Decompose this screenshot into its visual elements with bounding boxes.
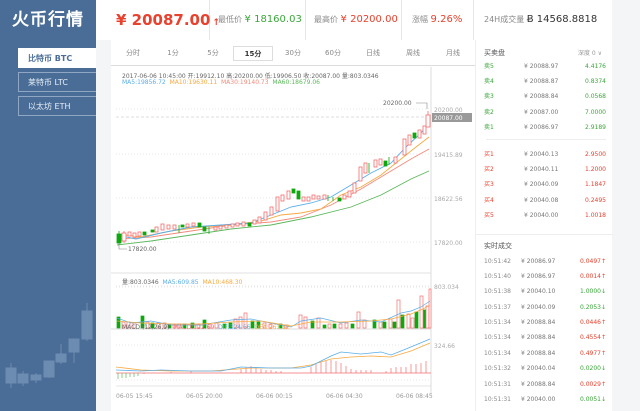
orderbook-panel: 买卖盘 深度 0 ∨ 卖5 ¥ 20088.97 4.4176 卖4 ¥ 20088.… <box>475 40 613 411</box>
tab-monthly[interactable]: 月线 <box>446 49 460 57</box>
interval-tabs: 分时 1分 5分 15分 30分 60分 日线 周线 月线 <box>111 40 475 66</box>
volume-value: Ƀ 14568.8818 <box>526 14 598 25</box>
time-label-1: 06-05 20:00 <box>186 393 223 400</box>
trade-row: 10:51:34 ¥ 20088.84 0.4554↑ <box>484 334 606 341</box>
dea-value: DEA:263.32 <box>254 324 290 331</box>
trade-row: 10:51:40 ¥ 20086.97 0.0014↑ <box>484 273 606 280</box>
svg-text:324.66: 324.66 <box>434 343 455 350</box>
ma10-value: MA10:19630.11 <box>169 79 218 86</box>
ma-info: MA5:19856.72 MA10:19630.11 MA30:19140.73… <box>122 79 320 86</box>
trade-row: 10:51:34 ¥ 20088.84 0.4977↑ <box>484 350 606 357</box>
volume-info: 量:803.0346 MA5:609.85 MA10:468.30 <box>122 277 242 286</box>
volume-24h: 24H成交量 Ƀ 14568.8818 <box>474 0 612 40</box>
ma5-value: MA5:19856.72 <box>122 79 166 86</box>
ticker-header: ¥ 20087.00 ↑ 最低价 ¥ 18160.03 最高价 ¥ 20200.0… <box>96 0 612 40</box>
trade-row: 10:51:38 ¥ 20040.10 1.0000↓ <box>484 288 606 295</box>
divider <box>476 234 613 235</box>
sidebar-item-btc[interactable]: 比特币 BTC <box>18 48 96 68</box>
high-price-value: ¥ 20200.00 <box>340 14 398 25</box>
bid-row: 买5 ¥ 20040.00 1.0018 <box>484 212 606 219</box>
min-price-marker: 17820.00 <box>128 246 157 253</box>
trade-row: 10:51:37 ¥ 20040.09 0.2053↓ <box>484 304 606 311</box>
sidebar-item-eth[interactable]: 以太坊 ETH <box>18 96 96 116</box>
tab-daily[interactable]: 日线 <box>366 49 380 57</box>
svg-text:17820.00: 17820.00 <box>434 240 463 247</box>
volume-ma5: MA5:609.85 <box>162 279 199 286</box>
tab-60min[interactable]: 60分 <box>325 49 341 57</box>
last-price-value: ¥ 20087.00 <box>116 11 211 29</box>
svg-text:18622.56: 18622.56 <box>434 196 463 203</box>
low-price-label: 最低价 <box>218 15 242 24</box>
volume-ma10: MA10:468.30 <box>202 279 243 286</box>
svg-text:803.034: 803.034 <box>434 284 459 291</box>
sidebar: 火币行情 比特币 BTC 莱特币 LTC 以太坊 ETH <box>0 0 96 411</box>
dif-value: DIF:324.66 <box>218 324 251 331</box>
tab-weekly[interactable]: 周线 <box>406 49 420 57</box>
bid-row: 买2 ¥ 20040.11 1.2000 <box>484 166 606 173</box>
bid-row: 买3 ¥ 20040.09 1.1847 <box>484 181 606 188</box>
macd-params: MACD (12,26,9) <box>122 324 170 331</box>
up-arrow-icon: ↑ <box>212 18 220 28</box>
decorative-candles-icon <box>5 303 93 388</box>
change-value: 9.26% <box>430 14 463 25</box>
macd-value: MACD:122.69 <box>173 324 215 331</box>
trades-title: 实时成交 <box>484 242 512 250</box>
svg-text:20087.00: 20087.00 <box>434 115 463 122</box>
ohlc-info: 2017-06-06 10:45:00 开:19912.10 高:20200.0… <box>122 73 379 80</box>
time-label-3: 06-06 04:30 <box>326 393 363 400</box>
sidebar-item-ltc[interactable]: 莱特币 LTC <box>18 72 96 92</box>
tab-5min[interactable]: 5分 <box>207 49 219 57</box>
last-price: ¥ 20087.00 ↑ <box>96 0 220 40</box>
ask-row: 卖5 ¥ 20088.97 4.4176 <box>484 63 606 70</box>
app-title: 火币行情 <box>12 10 84 30</box>
trade-row: 10:51:31 ¥ 20040.00 0.0051↓ <box>484 396 606 403</box>
tab-30min[interactable]: 30分 <box>285 49 301 57</box>
ask-row: 卖4 ¥ 20088.87 0.8374 <box>484 78 606 85</box>
change-percent: 涨幅 9.26% <box>402 0 474 40</box>
orderbook-title: 买卖盘 <box>484 49 505 57</box>
divider <box>486 139 606 140</box>
candlestick-chart[interactable]: 20200.00 17820.00 20200.00 20087.00 1941… <box>111 67 475 411</box>
kline-chart-panel: 分时 1分 5分 15分 30分 60分 日线 周线 月线 2017-06-06… <box>111 40 475 411</box>
macd-info: MACD (12,26,9) MACD:122.69 DIF:324.66 DE… <box>122 324 290 331</box>
ask-row: 卖3 ¥ 20088.84 0.0568 <box>484 93 606 100</box>
bid-row: 买1 ¥ 20040.13 2.9500 <box>484 151 606 158</box>
time-label-4: 06-06 08:45 <box>396 393 433 400</box>
svg-text:19415.89: 19415.89 <box>434 152 463 159</box>
ask-row: 卖1 ¥ 20086.97 2.9189 <box>484 124 606 131</box>
depth-select[interactable]: 深度 0 ∨ <box>577 50 602 57</box>
high-price: 最高价 ¥ 20200.00 <box>306 0 402 40</box>
volume-value-label: 量:803.0346 <box>122 279 159 286</box>
low-price-value: ¥ 18160.03 <box>244 14 302 25</box>
time-label-2: 06-06 00:15 <box>256 393 293 400</box>
ma60-value: MA60:18679.06 <box>272 79 320 86</box>
high-price-label: 最高价 <box>314 15 338 24</box>
bid-row: 买4 ¥ 20040.08 0.2495 <box>484 197 606 204</box>
trade-row: 10:51:32 ¥ 20040.04 0.0200↓ <box>484 365 606 372</box>
time-label-0: 06-05 15:45 <box>116 393 153 400</box>
ask-row: 卖2 ¥ 20087.00 7.0000 <box>484 109 606 116</box>
change-label: 涨幅 <box>412 15 428 24</box>
trade-row: 10:51:42 ¥ 20086.97 0.0497↑ <box>484 258 606 265</box>
trade-row: 10:51:31 ¥ 20088.84 0.0029↑ <box>484 381 606 388</box>
tab-timeshare[interactable]: 分时 <box>126 49 140 57</box>
volume-label: 24H成交量 <box>484 15 525 24</box>
low-price: 最低价 ¥ 18160.03 <box>210 0 306 40</box>
tab-1min[interactable]: 1分 <box>167 49 179 57</box>
max-price-marker: 20200.00 <box>383 100 412 107</box>
svg-text:20200.00: 20200.00 <box>434 107 463 114</box>
tab-15min[interactable]: 15分 <box>233 46 273 61</box>
ma30-value: MA30:19140.73 <box>220 79 269 86</box>
trade-row: 10:51:34 ¥ 20088.84 0.0446↑ <box>484 319 606 326</box>
